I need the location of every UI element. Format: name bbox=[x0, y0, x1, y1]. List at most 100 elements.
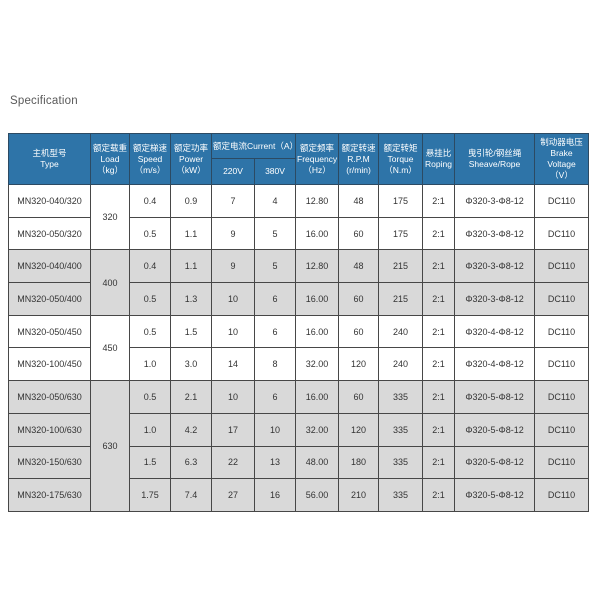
cell-brake-voltage: DC110 bbox=[534, 216, 590, 251]
specification-table: 主机型号 Type 额定载重 Load （kg） 额定梯速 Speed （m/s… bbox=[8, 133, 590, 512]
cell-power: 7.4 bbox=[170, 478, 212, 512]
cell-rpm: 48 bbox=[338, 249, 380, 284]
cell-torque: 215 bbox=[378, 282, 424, 316]
specification-title: Specification bbox=[10, 95, 78, 107]
cell-power: 1.3 bbox=[170, 282, 212, 316]
cell-type: MN320-050/450 bbox=[8, 314, 91, 349]
cell-power: 2.1 bbox=[170, 380, 212, 414]
table-row: MN320-050/320 0.5 1.1 9 5 16.00 60 175 2… bbox=[8, 216, 590, 251]
cell-brake-voltage: DC110 bbox=[534, 478, 590, 512]
cell-roping: 2:1 bbox=[422, 249, 456, 284]
cell-current-220v: 7 bbox=[211, 184, 255, 218]
cell-speed: 0.5 bbox=[129, 314, 171, 349]
cell-torque: 335 bbox=[378, 478, 424, 512]
cell-torque: 335 bbox=[378, 445, 424, 480]
cell-brake-voltage: DC110 bbox=[534, 184, 590, 218]
cell-frequency: 48.00 bbox=[295, 445, 340, 480]
table-row: MN320-040/320 320 0.4 0.9 7 4 12.80 48 1… bbox=[8, 183, 590, 251]
header-torque: 额定转矩 Torque （N.m） bbox=[378, 133, 424, 185]
cell-frequency: 32.00 bbox=[295, 412, 340, 447]
table-row: MN320-150/630 1.5 6.3 22 13 48.00 180 33… bbox=[8, 445, 590, 480]
cell-brake-voltage: DC110 bbox=[534, 380, 590, 414]
cell-brake-voltage: DC110 bbox=[534, 347, 590, 382]
cell-current-220v: 17 bbox=[211, 412, 255, 447]
cell-roping: 2:1 bbox=[422, 314, 456, 349]
cell-torque: 240 bbox=[378, 347, 424, 382]
cell-power: 1.1 bbox=[170, 249, 212, 284]
cell-speed: 1.0 bbox=[129, 412, 171, 447]
header-roping: 悬挂比 Roping bbox=[422, 133, 456, 185]
cell-torque: 335 bbox=[378, 380, 424, 414]
cell-current-380v: 10 bbox=[253, 412, 297, 447]
cell-rpm: 60 bbox=[338, 380, 380, 414]
cell-rpm: 120 bbox=[338, 347, 380, 382]
cell-rpm: 60 bbox=[338, 216, 380, 251]
cell-brake-voltage: DC110 bbox=[534, 412, 590, 447]
cell-frequency: 16.00 bbox=[295, 282, 340, 316]
cell-power: 1.1 bbox=[170, 216, 212, 251]
cell-speed: 0.5 bbox=[129, 282, 171, 316]
cell-brake-voltage: DC110 bbox=[534, 314, 590, 349]
table-row: MN320-050/630 630 0.5 2.1 10 6 16.00 60 … bbox=[8, 380, 590, 512]
table-row: MN320-040/400 400 0.4 1.1 9 5 12.80 48 2… bbox=[8, 249, 590, 316]
cell-roping: 2:1 bbox=[422, 282, 456, 316]
cell-rpm: 180 bbox=[338, 445, 380, 480]
cell-sheave: Φ320-3-Φ8-12 bbox=[454, 282, 536, 316]
cell-brake-voltage: DC110 bbox=[534, 249, 590, 284]
cell-power: 6.3 bbox=[170, 445, 212, 480]
cell-current-380v: 16 bbox=[253, 478, 297, 512]
cell-sheave: Φ320-5-Φ8-12 bbox=[454, 412, 536, 447]
header-load: 额定载重 Load （kg） bbox=[90, 133, 130, 185]
cell-load: 630 bbox=[90, 380, 130, 512]
cell-speed: 0.5 bbox=[129, 216, 171, 251]
cell-type: MN320-050/320 bbox=[8, 216, 91, 251]
cell-type: MN320-175/630 bbox=[8, 478, 91, 512]
cell-type: MN320-050/400 bbox=[8, 282, 91, 316]
cell-type: MN320-050/630 bbox=[8, 380, 91, 414]
header-type: 主机型号 Type bbox=[8, 133, 91, 185]
cell-type: MN320-100/630 bbox=[8, 412, 91, 447]
cell-speed: 0.4 bbox=[129, 184, 171, 218]
cell-frequency: 16.00 bbox=[295, 314, 340, 349]
cell-roping: 2:1 bbox=[422, 347, 456, 382]
cell-current-380v: 6 bbox=[253, 380, 297, 414]
cell-speed: 0.5 bbox=[129, 380, 171, 414]
cell-current-380v: 4 bbox=[253, 184, 297, 218]
cell-frequency: 56.00 bbox=[295, 478, 340, 512]
cell-roping: 2:1 bbox=[422, 478, 456, 512]
header-current-220v: 220V bbox=[211, 158, 255, 185]
cell-current-220v: 22 bbox=[211, 445, 255, 480]
cell-rpm: 48 bbox=[338, 184, 380, 218]
cell-power: 3.0 bbox=[170, 347, 212, 382]
cell-sheave: Φ320-3-Φ8-12 bbox=[454, 216, 536, 251]
cell-rpm: 120 bbox=[338, 412, 380, 447]
cell-type: MN320-100/450 bbox=[8, 347, 91, 382]
cell-torque: 240 bbox=[378, 314, 424, 349]
cell-sheave: Φ320-5-Φ8-12 bbox=[454, 478, 536, 512]
cell-roping: 2:1 bbox=[422, 412, 456, 447]
cell-current-380v: 6 bbox=[253, 282, 297, 316]
cell-current-380v: 13 bbox=[253, 445, 297, 480]
header-sheave: 曳引轮/钢丝绳 Sheave/Rope bbox=[454, 133, 536, 185]
header-current: 额定电流Current（A） bbox=[210, 133, 297, 159]
cell-current-220v: 27 bbox=[211, 478, 255, 512]
cell-sheave: Φ320-5-Φ8-12 bbox=[454, 380, 536, 414]
cell-sheave: Φ320-3-Φ8-12 bbox=[454, 249, 536, 284]
header-current-380v: 380V bbox=[253, 158, 297, 185]
cell-load: 400 bbox=[90, 249, 130, 316]
header-rpm: 额定转速 R.P.M (r/min) bbox=[338, 133, 380, 185]
cell-rpm: 60 bbox=[338, 314, 380, 349]
header-brake-voltage: 制动器电压 Brake Voltage （V） bbox=[534, 133, 590, 185]
cell-sheave: Φ320-4-Φ8-12 bbox=[454, 347, 536, 382]
cell-frequency: 12.80 bbox=[295, 249, 340, 284]
cell-sheave: Φ320-4-Φ8-12 bbox=[454, 314, 536, 349]
cell-torque: 175 bbox=[378, 216, 424, 251]
cell-type: MN320-040/400 bbox=[8, 249, 91, 284]
cell-current-380v: 8 bbox=[253, 347, 297, 382]
cell-type: MN320-040/320 bbox=[8, 184, 91, 218]
cell-current-220v: 9 bbox=[211, 216, 255, 251]
cell-current-380v: 6 bbox=[253, 314, 297, 349]
cell-roping: 2:1 bbox=[422, 184, 456, 218]
cell-sheave: Φ320-3-Φ8-12 bbox=[454, 184, 536, 218]
